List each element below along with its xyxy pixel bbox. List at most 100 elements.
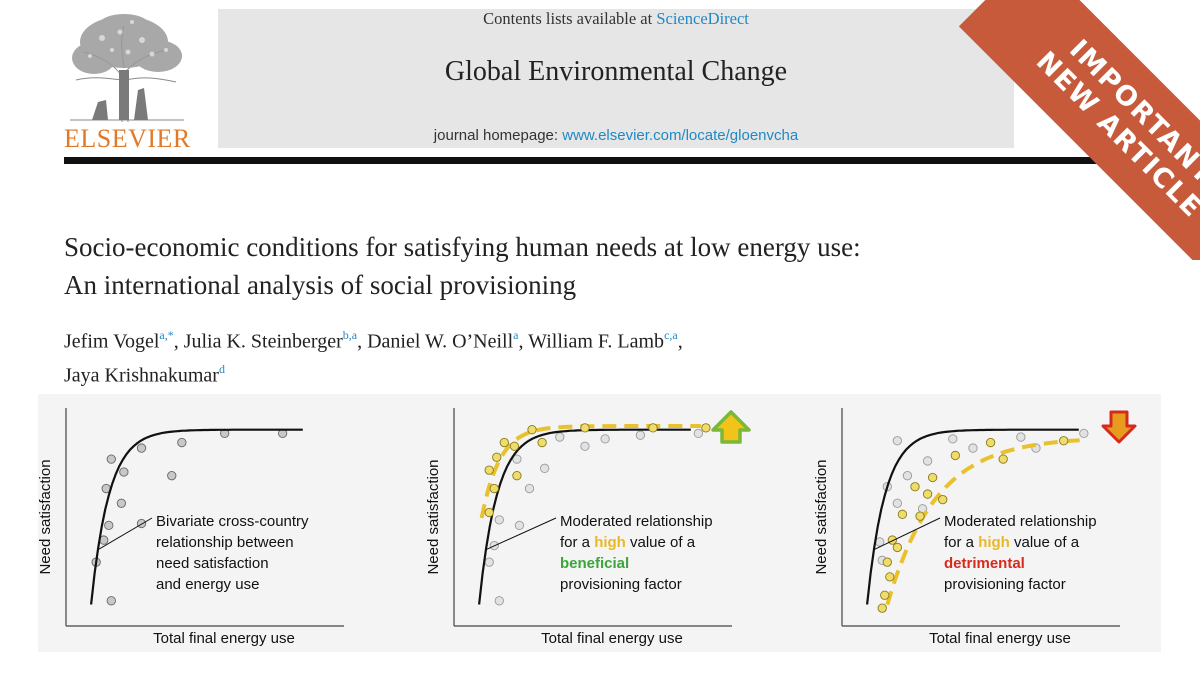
- data-point: [524, 483, 535, 494]
- y-axis-label: Need satisfaction: [38, 459, 54, 574]
- highlighted-data-point: [882, 557, 892, 567]
- highlighted-data-point: [910, 482, 920, 492]
- highlighted-data-point: [512, 471, 522, 481]
- annotation-text: value of a: [626, 534, 696, 551]
- article-title: Socio-economic conditions for satisfying…: [64, 228, 861, 304]
- sciencedirect-link[interactable]: ScienceDirect: [656, 9, 749, 28]
- contents-prefix: Contents lists available at: [483, 9, 657, 28]
- annotation-leader: [874, 517, 941, 550]
- data-point: [177, 437, 187, 448]
- author-name: William F. Lamb: [528, 330, 665, 353]
- data-point: [514, 520, 525, 531]
- x-axis-label: Total final energy use: [541, 630, 683, 647]
- highlighted-data-point: [885, 572, 895, 582]
- highlighted-data-point: [985, 437, 996, 448]
- y-axis-label: Need satisfaction: [425, 459, 442, 574]
- data-point: [892, 436, 903, 446]
- highlighted-data-point: [897, 509, 908, 519]
- highlighted-data-point: [499, 437, 509, 448]
- author-affiliation[interactable]: a: [513, 328, 519, 342]
- annotation-highlight-high: high: [594, 534, 626, 551]
- highlighted-data-point: [998, 454, 1008, 464]
- x-axis-label: Total final energy use: [153, 630, 295, 647]
- moderated-curve: [885, 437, 1084, 606]
- annotation-line: provisioning factor: [944, 576, 1066, 593]
- annotation-line: for a high value of a: [944, 534, 1080, 551]
- masthead-divider: [64, 157, 1105, 164]
- data-point: [512, 454, 522, 464]
- author-affiliation[interactable]: a,*: [159, 328, 174, 342]
- data-point: [167, 471, 177, 481]
- highlighted-data-point: [950, 450, 960, 461]
- journal-masthead: Contents lists available at ScienceDirec…: [218, 9, 1014, 148]
- data-point: [968, 443, 978, 453]
- author-affiliation[interactable]: b,a: [342, 328, 358, 342]
- author-name: Jaya Krishnakumar: [64, 364, 219, 387]
- highlighted-data-point: [892, 542, 903, 553]
- highlighted-data-point: [489, 483, 499, 494]
- author-list: Jefim Vogela,*, Julia K. Steinbergerb,a,…: [64, 328, 683, 387]
- highlighted-data-point: [701, 423, 711, 433]
- annotation-line: relationship between: [156, 534, 294, 551]
- annotation-text: for a: [560, 534, 594, 551]
- data-point: [902, 471, 913, 481]
- highlighted-data-point: [537, 437, 547, 448]
- data-point: [494, 515, 504, 525]
- homepage-prefix: journal homepage:: [433, 127, 563, 144]
- data-point: [892, 498, 903, 508]
- highlighted-data-point: [938, 494, 948, 505]
- elsevier-tree-logo: [62, 10, 192, 155]
- data-point: [116, 498, 127, 508]
- baseline-curve: [90, 428, 303, 605]
- highlighted-data-point: [1059, 436, 1069, 446]
- data-point: [948, 434, 958, 444]
- author-name: Jefim Vogel: [64, 330, 160, 353]
- publisher-name: ELSEVIER: [64, 124, 191, 153]
- annotation-line: need satisfaction: [156, 555, 269, 572]
- author-affiliation[interactable]: c,a: [664, 328, 678, 342]
- data-point: [1079, 428, 1089, 439]
- data-point: [600, 434, 610, 444]
- data-point: [693, 428, 704, 439]
- data-point: [555, 432, 565, 442]
- highlighted-data-point: [484, 507, 494, 518]
- y-axis-label: Need satisfaction: [813, 459, 830, 574]
- annotation-leader: [98, 517, 153, 550]
- highlighted-data-point: [492, 452, 502, 462]
- graphical-abstract-charts: Need satisfaction Total final energy use B…: [38, 408, 1137, 647]
- data-point: [494, 596, 504, 606]
- up-arrow-icon: [711, 410, 751, 444]
- x-axis-label: Total final energy use: [929, 630, 1071, 647]
- data-point: [1016, 432, 1026, 442]
- highlighted-data-point: [648, 423, 658, 433]
- data-point: [539, 463, 550, 473]
- moderated-curve: [479, 424, 701, 519]
- annotation-factor-type: beneficial: [560, 555, 629, 572]
- highlighted-data-point: [877, 603, 887, 613]
- data-point: [136, 443, 147, 453]
- data-point: [922, 456, 933, 466]
- journal-homepage-link[interactable]: www.elsevier.com/locate/gloenvcha: [562, 127, 799, 144]
- highlighted-data-point: [880, 590, 890, 600]
- annotation-factor-type: detrimental: [944, 555, 1025, 572]
- data-point: [635, 430, 646, 440]
- data-point: [104, 520, 114, 531]
- journal-homepage-line: journal homepage: www.elsevier.com/locat…: [218, 127, 1014, 144]
- title-line-2: An international analysis of social prov…: [64, 270, 577, 300]
- chart-panel-2: Need satisfaction Total final energy use M…: [425, 408, 751, 647]
- data-point: [106, 596, 116, 606]
- highlighted-data-point: [527, 425, 537, 435]
- highlighted-data-point: [887, 535, 897, 545]
- data-point: [106, 454, 116, 464]
- data-point: [580, 441, 590, 451]
- annotation-line: Bivariate cross-country: [156, 513, 309, 530]
- author-affiliation[interactable]: d: [218, 361, 225, 376]
- highlighted-data-point: [915, 511, 925, 521]
- annotation-line: provisioning factor: [560, 576, 682, 593]
- contents-line: Contents lists available at ScienceDirec…: [218, 9, 1014, 29]
- annotation-line: Moderated relationship: [560, 513, 713, 530]
- annotation-line: for a high value of a: [560, 534, 696, 551]
- highlighted-data-point: [484, 465, 494, 475]
- annotation-line: Moderated relationship: [944, 513, 1097, 530]
- annotation-text: value of a: [1010, 534, 1080, 551]
